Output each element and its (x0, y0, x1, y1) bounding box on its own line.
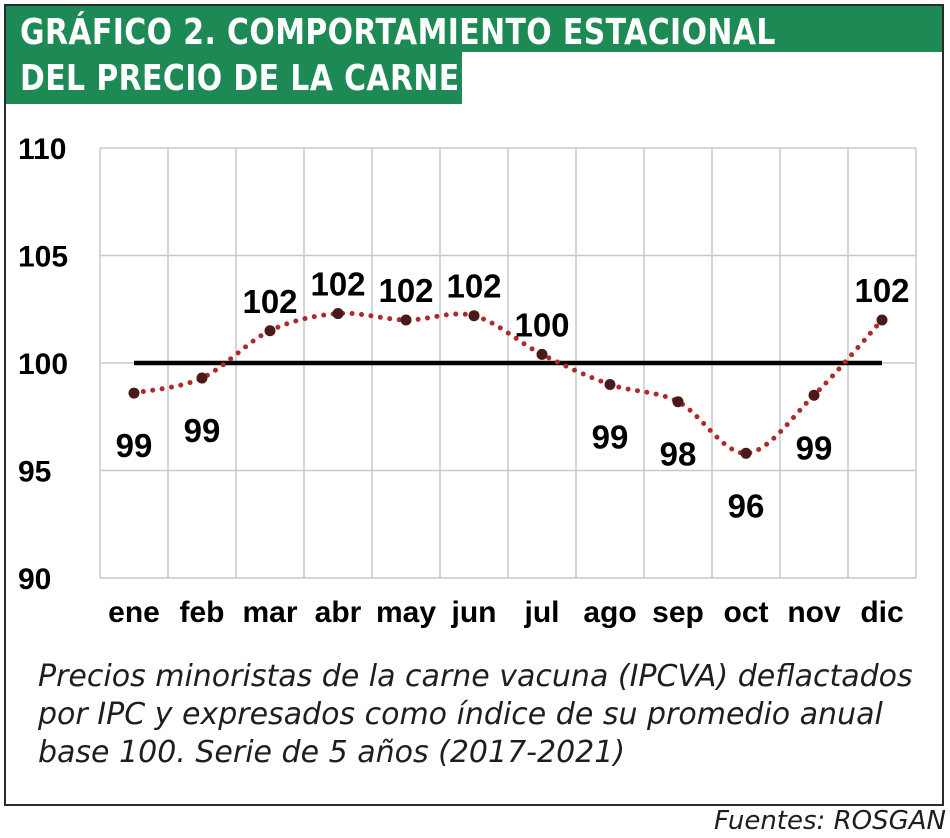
x-tick-label: sep (652, 596, 704, 629)
series-group (128, 308, 888, 459)
data-point (128, 387, 140, 399)
data-point (876, 314, 888, 326)
x-tick-label: mar (242, 596, 297, 629)
data-point (196, 372, 208, 384)
chart-frame: GRÁFICO 2. COMPORTAMIENTO ESTACIONAL DEL… (4, 4, 944, 806)
data-point (468, 310, 480, 322)
caption-line2: por IPC y expresados como índice de su p… (38, 697, 883, 732)
series-line (131, 310, 885, 456)
x-tick-label: dic (860, 596, 903, 629)
line-chart: 90 95 100 105 110 ene feb mar abr may jun jul ago se… (18, 133, 917, 629)
x-tick-label: abr (315, 596, 362, 629)
data-label: 98 (660, 436, 697, 473)
chart-title-line2: DEL PRECIO DE LA CARNE (20, 58, 460, 99)
x-tick-label: jun (451, 596, 497, 629)
data-label: 102 (854, 272, 909, 309)
data-point (536, 348, 548, 360)
y-tick-label: 95 (18, 456, 51, 489)
x-tick-label: ene (108, 596, 160, 629)
y-tick-label: 100 (18, 348, 68, 381)
x-tick-label: jul (524, 596, 560, 629)
caption-line1: Precios minoristas de la carne vacuna (I… (38, 659, 913, 694)
data-point (400, 314, 412, 326)
data-label: 102 (446, 268, 501, 305)
data-point (332, 308, 344, 320)
data-label: 102 (378, 272, 433, 309)
data-label: 99 (592, 419, 629, 456)
x-tick-label: nov (787, 596, 841, 629)
x-tick-label: oct (724, 596, 769, 629)
x-tick-label: may (376, 596, 436, 629)
source-note: Fuentes: ROSGAN (713, 806, 946, 836)
data-label: 102 (242, 283, 297, 320)
chart-title-line1: GRÁFICO 2. COMPORTAMIENTO ESTACIONAL (20, 12, 776, 53)
x-tick-label: ago (583, 596, 636, 629)
data-label: 100 (514, 306, 569, 343)
data-label: 99 (796, 429, 833, 466)
x-tick-label: feb (180, 596, 225, 629)
data-labels: 99 99 102 102 102 102 100 99 98 96 99 102 (116, 266, 910, 525)
chart-caption: Precios minoristas de la carne vacuna (I… (38, 658, 918, 772)
data-label: 99 (184, 412, 221, 449)
y-tick-label: 90 (18, 563, 51, 596)
data-point (604, 379, 616, 390)
data-label: 96 (728, 487, 765, 524)
data-point (264, 325, 276, 337)
y-tick-label: 110 (18, 133, 66, 166)
y-tick-label: 105 (18, 241, 68, 274)
x-axis-ticks: ene feb mar abr may jun jul ago sep oct nov dic (108, 596, 904, 629)
title-banner-tab (6, 52, 462, 104)
data-label: 99 (116, 427, 153, 464)
data-label: 102 (310, 266, 365, 303)
y-axis-ticks: 90 95 100 105 110 (18, 133, 68, 596)
data-point (740, 447, 752, 459)
data-point (808, 389, 820, 401)
caption-line3: base 100. Serie de 5 años (2017-2021) (38, 735, 626, 770)
data-point (672, 396, 684, 408)
title-banner (6, 6, 942, 52)
